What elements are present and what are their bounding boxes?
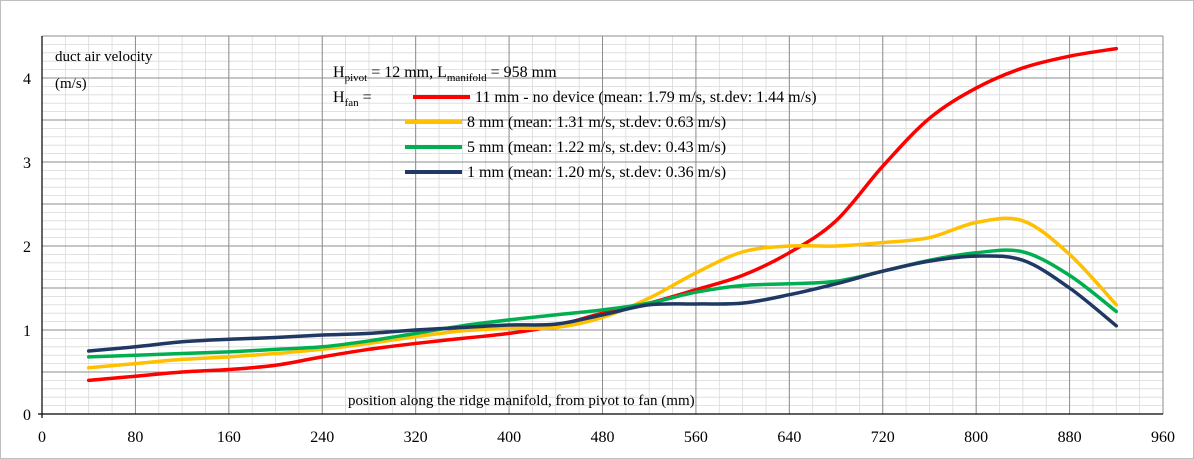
x-tick-label: 80 xyxy=(127,429,143,446)
manifold-subscript: manifold xyxy=(447,72,487,84)
series-line-8mm xyxy=(86,216,1119,370)
legend-label-8mm: 8 mm (mean: 1.31 m/s, st.dev: 0.63 m/s) xyxy=(467,114,726,131)
y-tick-label: 0 xyxy=(23,407,31,424)
y-axis-label-line-1: duct air velocity xyxy=(55,49,153,65)
pivot-symbol: H xyxy=(333,64,345,81)
manifold-equation: = 958 mm xyxy=(487,64,557,81)
x-tick-label: 480 xyxy=(591,429,615,446)
legend: 11 mm - no device (mean: 1.79 m/s, st.de… xyxy=(405,89,817,181)
fan-subscript: fan xyxy=(345,97,360,109)
x-tick-label: 160 xyxy=(217,429,241,446)
y-tick-label: 1 xyxy=(23,323,31,340)
pivot-subscript: pivot xyxy=(345,72,368,84)
y-axis-label-line-2: (m/s) xyxy=(55,76,87,92)
fan-equation: = xyxy=(359,89,372,106)
tick-labels: 0 80 160 240 320 400 480 560 640 720 800 880 960 0 1 2 3… xyxy=(23,71,1175,446)
pivot-equation: = 12 mm, L xyxy=(367,64,447,81)
x-tick-label: 800 xyxy=(964,429,988,446)
fan-symbol: H xyxy=(333,89,345,106)
x-tick-label: 400 xyxy=(497,429,521,446)
y-tick-label: 3 xyxy=(23,155,31,172)
x-tick-label: 0 xyxy=(38,429,46,446)
y-tick-label: 2 xyxy=(23,239,31,256)
x-tick-label: 880 xyxy=(1058,429,1082,446)
x-tick-label: 560 xyxy=(684,429,708,446)
x-tick-label: 320 xyxy=(404,429,428,446)
x-tick-label: 720 xyxy=(871,429,895,446)
series-line-1mm xyxy=(86,254,1119,353)
x-tick-label: 960 xyxy=(1151,429,1175,446)
x-axis-label: position along the ridge manifold, from … xyxy=(348,393,695,409)
x-tick-label: 640 xyxy=(777,429,801,446)
series-lines xyxy=(86,46,1119,383)
x-tick-label: 240 xyxy=(310,429,334,446)
y-tick-label: 4 xyxy=(23,71,31,88)
annotation-fan: Hfan = xyxy=(333,89,372,109)
axes xyxy=(38,36,1163,418)
annotation-pivot: Hpivot = 12 mm, Lmanifold = 958 mm xyxy=(333,64,557,84)
legend-label-11mm: 11 mm - no device (mean: 1.79 m/s, st.de… xyxy=(475,89,817,106)
legend-label-1mm: 1 mm (mean: 1.20 m/s, st.dev: 0.36 m/s) xyxy=(467,164,726,181)
legend-label-5mm: 5 mm (mean: 1.22 m/s, st.dev: 0.43 m/s) xyxy=(467,139,726,156)
